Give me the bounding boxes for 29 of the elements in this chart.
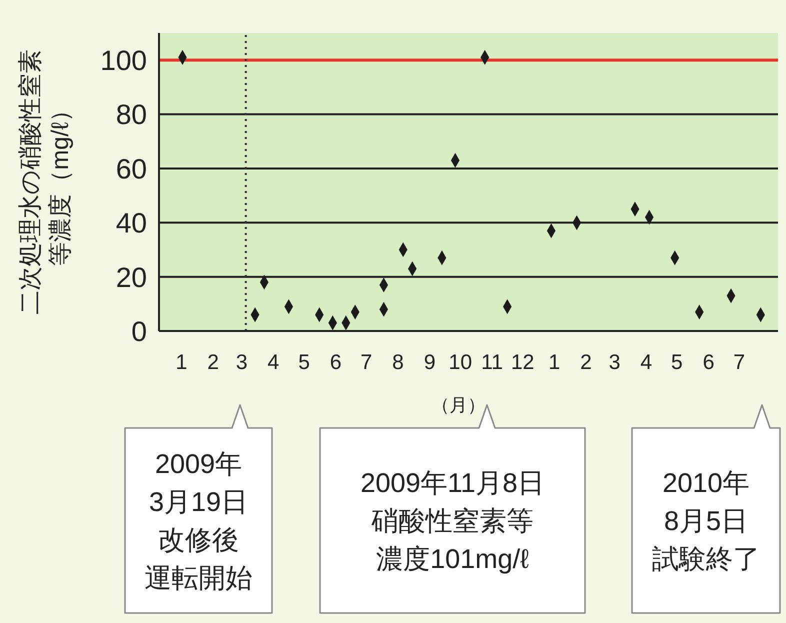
y-tick-label: 80 <box>116 99 147 130</box>
x-tick-label: 6 <box>702 351 714 374</box>
x-tick-label: 3 <box>608 351 620 374</box>
y-tick-label: 20 <box>116 262 147 293</box>
x-tick-label: 6 <box>330 351 342 374</box>
y-tick-label: 60 <box>116 153 147 184</box>
x-axis-title: （月） <box>432 395 486 415</box>
x-tick-label: 4 <box>640 351 652 374</box>
x-tick-label: 2 <box>580 351 592 374</box>
y-tick-label: 100 <box>100 45 147 76</box>
y-tick-label: 40 <box>116 208 147 239</box>
x-tick-label: 3 <box>236 351 248 374</box>
x-tick-label: 9 <box>424 351 436 374</box>
y-axis-title: 二次処理水の硝酸性窒素等濃度（mg/ℓ） <box>17 50 74 314</box>
x-tick-label: 1 <box>548 351 560 374</box>
x-tick-label: 2 <box>207 351 219 374</box>
x-tick-label: 8 <box>392 351 404 374</box>
x-tick-label: 10 <box>448 351 472 374</box>
x-tick-label: 5 <box>298 351 310 374</box>
x-tick-label: 7 <box>360 351 372 374</box>
callout-box: 2009年 3月19日 改修後 運転開始 <box>124 404 273 614</box>
x-tick-label: 1 <box>176 351 188 374</box>
callout-box: 2010年 8月5日 試験終了 <box>631 404 781 614</box>
x-tick-label: 5 <box>671 351 683 374</box>
x-tick-label: 7 <box>733 351 746 374</box>
y-tick-label: 0 <box>131 316 147 347</box>
x-tick-label: 11 <box>481 351 503 374</box>
x-tick-label: 4 <box>268 351 280 374</box>
x-tick-label: 12 <box>510 351 534 374</box>
